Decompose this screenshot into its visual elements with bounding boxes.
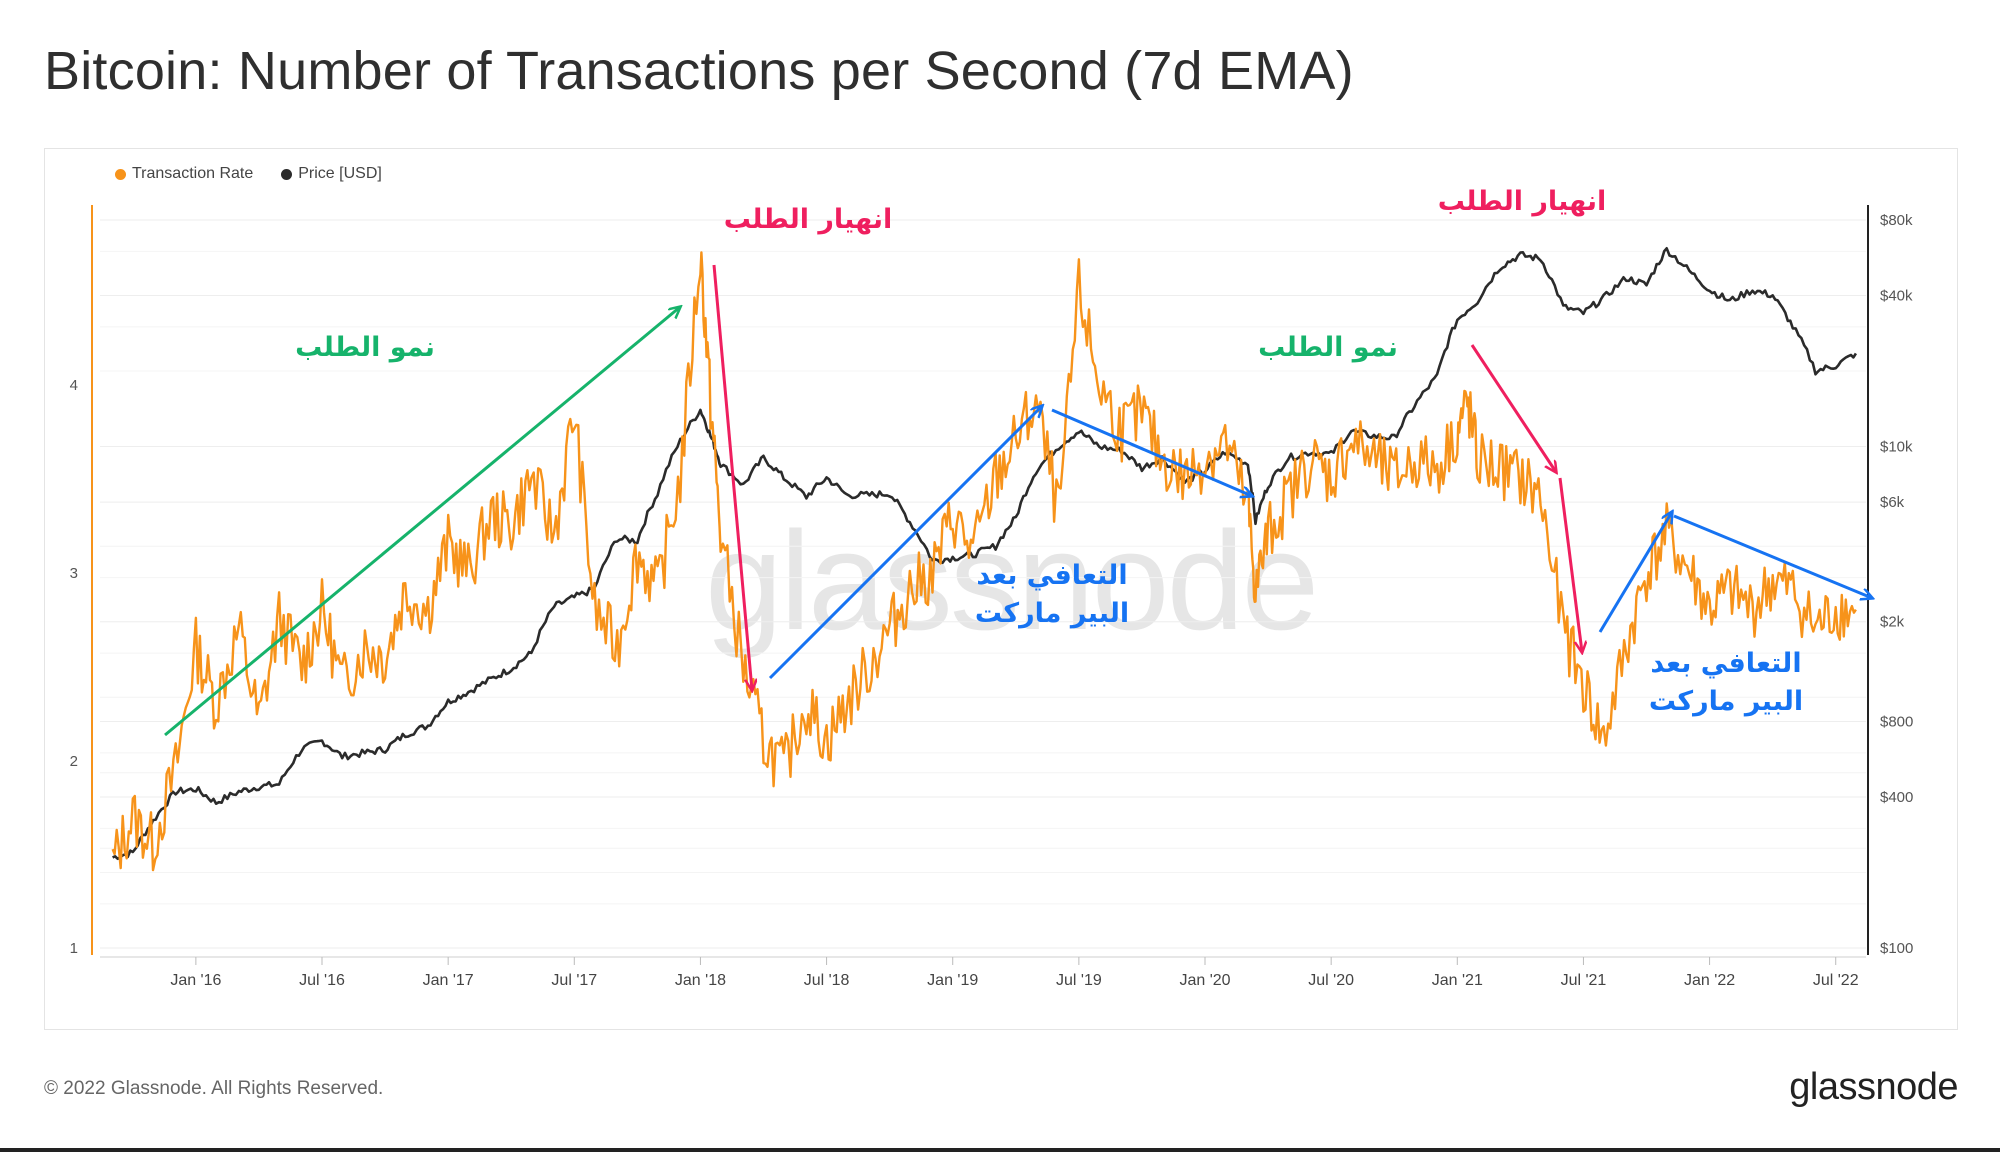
crash-arrow xyxy=(712,264,752,690)
y-right-tick-label: $400 xyxy=(1880,789,1913,806)
annotation-crash: انهيار الطلب xyxy=(1438,186,1607,217)
annotation-crash: انهيار الطلب xyxy=(724,204,893,235)
annotation-labels: نمو الطلب انهيار الطلب التعافي بعد البير… xyxy=(295,186,1803,717)
y-right-tick-label: $40k xyxy=(1880,287,1913,304)
y-left-tick-label: 3 xyxy=(70,565,78,582)
axes: 1 2 3 4 $80k $40k $10k $6k $2k $800 $400 $100 Jan '1… xyxy=(70,205,1913,989)
y-right-tick-label: $6k xyxy=(1880,494,1905,511)
decline-arrow xyxy=(1673,514,1872,598)
legend: Transaction Rate Price [USD] xyxy=(115,165,382,183)
x-tick-label: Jul '20 xyxy=(1308,972,1354,989)
x-tick-label: Jul '18 xyxy=(804,972,850,989)
growth-arrow xyxy=(164,307,680,737)
annotation-recovery: البير ماركت xyxy=(1649,686,1803,717)
annotation-arrows xyxy=(164,264,1872,737)
y-right-tick-label: $100 xyxy=(1880,940,1913,957)
x-tick-label: Jan '19 xyxy=(927,972,978,989)
x-tick-label: Jan '18 xyxy=(675,972,726,989)
chart-title: Bitcoin: Number of Transactions per Seco… xyxy=(44,41,1354,101)
bottom-rule xyxy=(0,1148,2000,1152)
annotation-recovery: البير ماركت xyxy=(975,598,1129,629)
chart-panel xyxy=(44,148,1958,1030)
crash-arrow xyxy=(1470,344,1556,472)
annotation-growth: نمو الطلب xyxy=(295,332,435,363)
watermark: glassnode xyxy=(705,502,1319,659)
annotation-growth: نمو الطلب xyxy=(1258,332,1398,363)
y-right-tick-label: $2k xyxy=(1880,614,1905,631)
legend-label: Price [USD] xyxy=(298,165,382,182)
y-right-tick-label: $800 xyxy=(1880,714,1913,731)
legend-dot-icon xyxy=(281,168,293,180)
x-tick-label: Jul '17 xyxy=(551,972,597,989)
x-tick-label: Jan '22 xyxy=(1684,972,1735,989)
x-tick-label: Jan '17 xyxy=(423,972,474,989)
x-tick-label: Jan '20 xyxy=(1179,972,1230,989)
series-line-price xyxy=(112,247,1858,861)
legend-label: Transaction Rate xyxy=(132,165,254,182)
x-tick-label: Jan '16 xyxy=(170,972,221,989)
brand-logo[interactable]: glassnode xyxy=(1789,1066,1958,1108)
x-tick-label: Jan '21 xyxy=(1432,972,1483,989)
x-tick-label: Jul '16 xyxy=(299,972,345,989)
annotation-recovery: التعافي بعد xyxy=(1650,648,1801,679)
recovery-arrow xyxy=(1598,512,1672,633)
y-left-tick-label: 2 xyxy=(70,753,78,770)
x-tick-label: Jul '19 xyxy=(1056,972,1102,989)
legend-item-transaction-rate[interactable]: Transaction Rate xyxy=(115,165,253,183)
crash-arrow xyxy=(1558,477,1582,652)
legend-item-price[interactable]: Price [USD] xyxy=(281,165,382,183)
decline-arrow xyxy=(1051,408,1252,496)
y-right-tick-label: $80k xyxy=(1880,212,1913,229)
x-tick-label: Jul '21 xyxy=(1561,972,1607,989)
x-tick-label: Jul '22 xyxy=(1813,972,1859,989)
y-left-tick-label: 1 xyxy=(70,940,78,957)
y-right-tick-label: $10k xyxy=(1880,438,1913,455)
legend-dot-icon xyxy=(115,168,126,180)
annotation-recovery: التعافي بعد xyxy=(976,560,1127,591)
recovery-arrow xyxy=(768,406,1042,680)
y-left-tick-label: 4 xyxy=(70,377,78,394)
copyright: © 2022 Glassnode. All Rights Reserved. xyxy=(44,1078,384,1099)
grid-lines xyxy=(100,219,1866,949)
